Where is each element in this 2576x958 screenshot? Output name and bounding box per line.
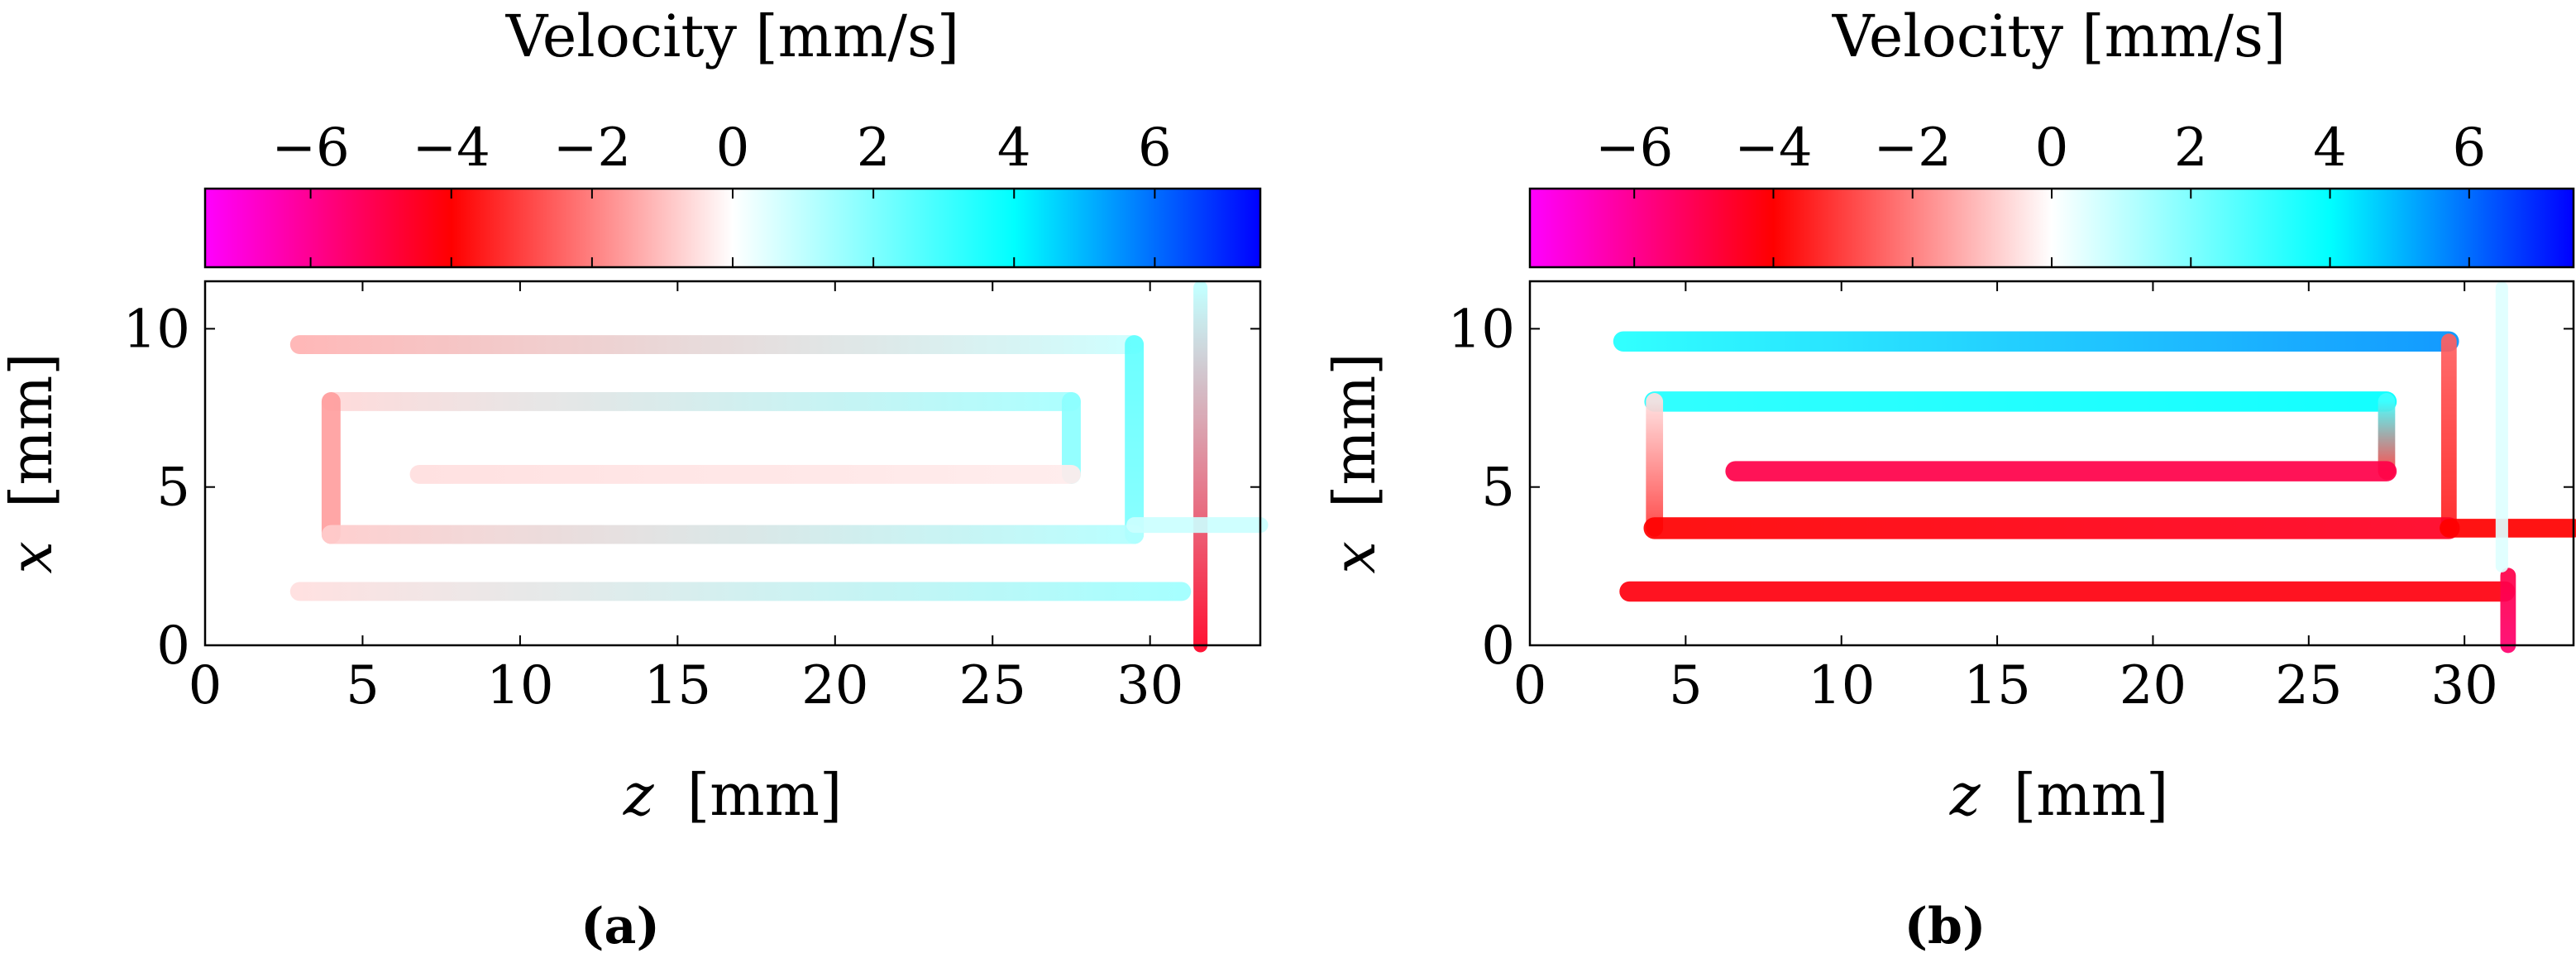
colorbar-tick-label: 4 xyxy=(2313,117,2347,179)
x-axis-variable: z xyxy=(1949,761,1981,829)
colorbar-tick-label: −4 xyxy=(1734,117,1812,179)
y-tick-label: 0 xyxy=(1481,616,1515,677)
velocity-map xyxy=(1530,281,2576,654)
colorbar xyxy=(1528,187,2575,269)
x-tick-label: 5 xyxy=(1669,655,1703,716)
y-tick-label: 10 xyxy=(1448,299,1515,360)
y-tick-label: 5 xyxy=(1481,457,1515,519)
y-axis-unit: [mm] xyxy=(1321,352,1388,507)
x-tick-label: 15 xyxy=(1963,655,2030,716)
x-tick-label: 25 xyxy=(2275,655,2342,716)
x-axis-unit: [mm] xyxy=(687,761,842,829)
y-tick-label: 0 xyxy=(156,616,190,677)
colorbar-tick-label: 4 xyxy=(997,117,1031,179)
x-tick-label: 10 xyxy=(1808,655,1875,716)
subfigure-caption: (a) xyxy=(581,898,660,956)
y-axis-label: x [mm] xyxy=(1321,352,1388,573)
colorbar-tick-label: 6 xyxy=(2452,117,2486,179)
colorbar-tick-label: 0 xyxy=(716,117,750,179)
colorbar-tick-label: −2 xyxy=(553,117,631,179)
colorbar-tick-label: −4 xyxy=(413,117,490,179)
x-axis-unit: [mm] xyxy=(2014,761,2168,829)
panel-b: Velocity [mm/s] −6 −4 −2 0 2 4 6 0 5 10 15 20 25 300… xyxy=(1321,2,2576,956)
plot-frame xyxy=(203,280,1262,647)
colorbar-label: Velocity [mm/s] xyxy=(1832,2,2286,70)
colorbar-tick-labels: −6 −4 −2 0 2 4 6 xyxy=(1595,117,2486,179)
axis-ticks: 0 5 10 15 20 25 30 0 5 10 xyxy=(1448,281,2574,716)
subfigure-caption: (b) xyxy=(1905,898,1986,956)
y-axis-variable: x xyxy=(0,541,65,573)
y-axis-variable: x xyxy=(1321,541,1388,573)
colorbar-label: Velocity [mm/s] xyxy=(505,2,959,70)
y-axis-label: x [mm] xyxy=(0,352,65,573)
colorbar-tick-label: −2 xyxy=(1874,117,1952,179)
colorbar xyxy=(203,187,1262,269)
velocity-map xyxy=(205,280,1269,653)
x-tick-label: 20 xyxy=(801,655,868,716)
colorbar-tick-label: 2 xyxy=(857,117,891,179)
colorbar-tick-label: −6 xyxy=(271,117,349,179)
y-tick-label: 5 xyxy=(156,457,190,519)
plot-frame xyxy=(1528,280,2575,647)
x-tick-label: 20 xyxy=(2120,655,2186,716)
x-tick-label: 0 xyxy=(1513,655,1547,716)
y-tick-label: 10 xyxy=(123,299,190,360)
axis-ticks: 0 5 10 15 20 25 30 0 5 10 xyxy=(123,281,1260,716)
x-tick-label: 15 xyxy=(644,655,711,716)
colorbar-tick-label: 0 xyxy=(2035,117,2069,179)
x-axis-label: z [mm] xyxy=(1949,761,2169,829)
colorbar-tick-label: 2 xyxy=(2174,117,2208,179)
x-tick-label: 30 xyxy=(2430,655,2497,716)
colorbar-tick-label: 6 xyxy=(1138,117,1172,179)
y-axis-unit: [mm] xyxy=(0,352,65,507)
x-axis-variable: z xyxy=(623,761,655,829)
x-tick-label: 5 xyxy=(346,655,380,716)
x-tick-label: 0 xyxy=(189,655,222,716)
colorbar-tick-label: −6 xyxy=(1595,117,1673,179)
colorbar-tick-labels: −6 −4 −2 0 2 4 6 xyxy=(271,117,1171,179)
colorbar-tick-marks xyxy=(1633,189,2470,267)
x-tick-label: 25 xyxy=(959,655,1026,716)
x-axis-label: z [mm] xyxy=(623,761,843,829)
x-tick-label: 10 xyxy=(486,655,553,716)
x-tick-label: 30 xyxy=(1116,655,1183,716)
colorbar-tick-marks xyxy=(309,189,1156,267)
panel-a: Velocity [mm/s] −6 −4 −2 0 2 4 6 0 5 10 15 20 25 300… xyxy=(0,2,1269,956)
